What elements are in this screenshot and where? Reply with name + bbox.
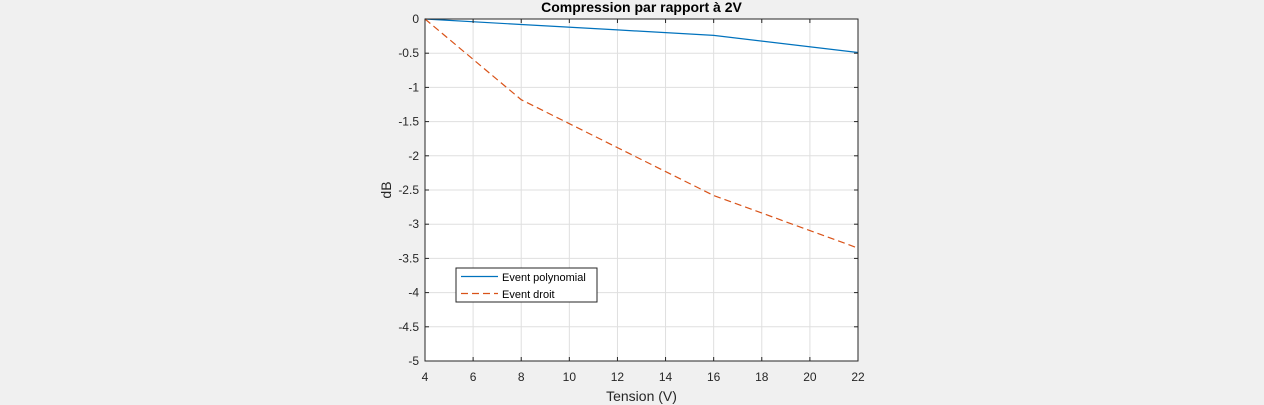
- x-tick-label: 8: [518, 370, 525, 384]
- y-tick-label: -2.5: [398, 183, 419, 197]
- series-line-event-polynomial: [424, 18, 859, 54]
- axis-ticks: 4 6 8 10 12 14 16 18 20 22 0 -0.5 -1 -1.5 -2 -2.5 -3 -3.5…: [398, 12, 865, 384]
- y-tick-label: -4.5: [398, 320, 419, 334]
- x-tick-label: 22: [851, 370, 865, 384]
- y-tick-label: -1.5: [398, 115, 419, 129]
- y-tick-label: -0.5: [398, 46, 419, 60]
- x-tick-label: 18: [755, 370, 769, 384]
- x-tick-label: 10: [563, 370, 577, 384]
- series-group: [424, 18, 859, 249]
- y-axis-label: dB: [378, 181, 394, 198]
- legend-label-event-polynomial: Event polynomial: [502, 272, 586, 284]
- x-tick-label: 4: [422, 370, 429, 384]
- x-tick-label: 12: [611, 370, 625, 384]
- series-line-event-droit: [424, 18, 859, 249]
- y-tick-label: 0: [412, 12, 419, 26]
- legend: Event polynomial Event droit: [455, 267, 598, 303]
- y-tick-label: -3.5: [398, 251, 419, 265]
- x-tick-label: 6: [470, 370, 477, 384]
- x-axis-label: Tension (V): [606, 388, 677, 404]
- x-tick-label: 16: [707, 370, 721, 384]
- legend-box: [455, 267, 598, 303]
- y-tick-label: -2: [408, 149, 419, 163]
- chart-title: Compression par rapport à 2V: [541, 0, 742, 15]
- y-tick-label: -5: [408, 354, 419, 368]
- y-tick-label: -4: [408, 286, 419, 300]
- x-tick-label: 20: [803, 370, 817, 384]
- y-tick-label: -1: [408, 80, 419, 94]
- y-tick-label: -3: [408, 217, 419, 231]
- x-tick-label: 14: [659, 370, 673, 384]
- legend-label-event-droit: Event droit: [502, 289, 555, 301]
